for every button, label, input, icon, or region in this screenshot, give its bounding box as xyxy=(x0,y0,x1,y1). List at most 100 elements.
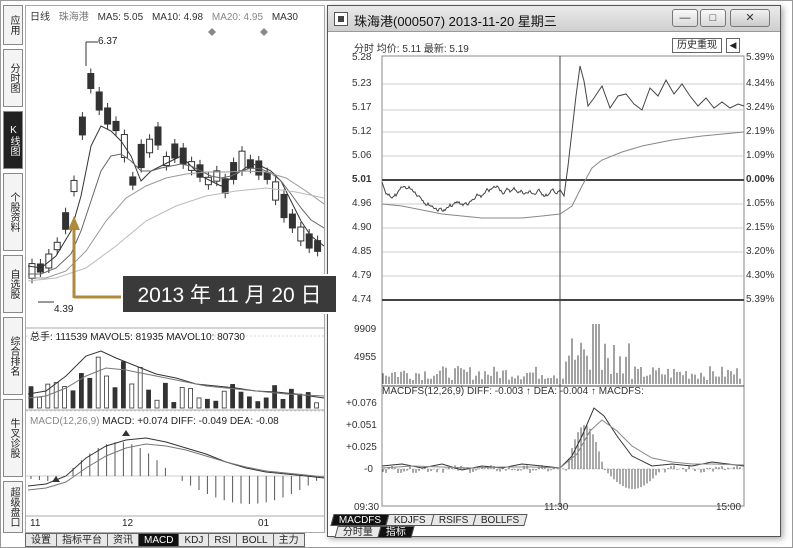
side-tab-profile[interactable]: 个股资料 xyxy=(3,173,23,251)
price-label: 4.85 xyxy=(352,246,372,257)
candle-body xyxy=(171,143,179,159)
volume-bar xyxy=(53,382,59,409)
tab-rsi[interactable]: RSI xyxy=(208,533,238,547)
bottom-tabs: 设置 指标平台 资讯 MACD KDJ RSI BOLL 主力 xyxy=(25,533,305,547)
avg-price: 均价: 5.11 xyxy=(376,44,422,55)
volume-bar xyxy=(196,397,202,409)
volume-bar xyxy=(129,383,135,409)
volume-bar xyxy=(171,402,177,409)
side-tab-kline[interactable]: K线图 xyxy=(3,111,23,169)
intraday-macd-group xyxy=(382,425,741,489)
side-tabs: 应用 分时图 K线图 个股资料 自选股 综合排名 牛叉诊股 超级盘口 xyxy=(3,5,23,533)
pct-label: 5.39% xyxy=(746,294,775,305)
x-label-01: 01 xyxy=(258,518,270,529)
side-tab-apps[interactable]: 应用 xyxy=(3,5,23,45)
candle-body xyxy=(263,172,271,180)
time-label-open: 09:30 xyxy=(354,502,380,513)
side-tab-timeshare[interactable]: 分时图 xyxy=(3,49,23,107)
macd-axis-label: +0.051 xyxy=(346,420,377,431)
intraday-label: 分时 xyxy=(354,44,374,55)
tab-intraday-volume[interactable]: 分时量 xyxy=(334,526,382,538)
volume-bar xyxy=(246,396,252,409)
tab-rsifs[interactable]: RSIFS xyxy=(430,514,477,526)
volume-bar xyxy=(87,377,93,409)
volume-bar xyxy=(146,389,151,409)
tab-macdfs[interactable]: MACDFS xyxy=(330,514,390,526)
ma30-label: MA30 xyxy=(271,12,298,23)
diff-value: DIFF: -0.049 xyxy=(170,416,228,427)
minimize-button[interactable]: — xyxy=(672,9,698,27)
tab-settings[interactable]: 设置 xyxy=(25,533,57,547)
pct-label: 4.30% xyxy=(746,270,775,281)
intraday-chart-area: 分时 均价: 5.11 最新: 5.19 历史重现 ◀ xyxy=(330,36,776,538)
pct-label: 3.24% xyxy=(746,102,775,113)
maximize-button[interactable]: □ xyxy=(700,9,726,27)
kline-header: 日线 珠海港 MA5: 5.05 MA10: 4.98 MA20: 4.95 M… xyxy=(30,8,304,23)
candle-body xyxy=(45,253,53,269)
volume-bar xyxy=(297,393,303,409)
volume-bar xyxy=(213,400,219,409)
candle-body xyxy=(129,176,137,186)
candle-body xyxy=(70,179,78,193)
candle-body xyxy=(95,91,103,111)
window-sub-tabs: 分时量 指标 xyxy=(334,526,415,538)
tab-indicator-platform[interactable]: 指标平台 xyxy=(56,533,108,547)
tab-kdj[interactable]: KDJ xyxy=(178,533,210,547)
candle-body xyxy=(87,73,95,89)
volume-bar xyxy=(95,356,101,409)
macd-name: MACD(12,26,9) xyxy=(30,416,100,427)
side-tab-diagnose[interactable]: 牛叉诊股 xyxy=(3,399,23,477)
intraday-svg xyxy=(381,55,745,507)
tab-macd[interactable]: MACD xyxy=(138,533,180,547)
candle-body xyxy=(62,212,70,230)
candle-body xyxy=(255,160,263,176)
close-button[interactable]: ✕ xyxy=(730,9,770,27)
candle-body xyxy=(154,126,162,146)
dea-value: DEA: -0.08 xyxy=(229,416,279,427)
x-label-11: 11 xyxy=(30,518,41,529)
candle-body xyxy=(213,170,221,182)
low-price-label: 4.39 xyxy=(54,304,74,315)
price-label: 5.28 xyxy=(352,52,372,63)
intraday-volume-group xyxy=(382,324,741,384)
price-line xyxy=(381,65,745,213)
price-label: 5.23 xyxy=(352,78,372,89)
macd-axis-label: -0 xyxy=(364,464,373,475)
tab-bollfs[interactable]: BOLLFS xyxy=(472,514,529,526)
window-indicator-tabs: MACDFS KDJFS RSIFS BOLLFS xyxy=(330,514,529,526)
intraday-header: 分时 均价: 5.11 最新: 5.19 xyxy=(354,40,469,55)
volume-label: 9909 xyxy=(354,324,377,335)
volume-bar xyxy=(230,384,236,409)
side-tab-watchlist[interactable]: 自选股 xyxy=(3,255,23,313)
macd-value: MACD: +0.074 xyxy=(102,416,169,427)
macd-axis-label: +0.025 xyxy=(346,442,377,453)
tab-boll[interactable]: BOLL xyxy=(236,533,274,547)
back-arrow-icon[interactable]: ◀ xyxy=(726,38,740,53)
volume-bar xyxy=(179,387,185,409)
pct-label: 4.34% xyxy=(746,78,775,89)
tab-main-force[interactable]: 主力 xyxy=(272,533,305,547)
tab-news[interactable]: 资讯 xyxy=(107,533,139,547)
pct-label-zero: 0.00% xyxy=(746,174,775,185)
candle-body xyxy=(272,181,280,201)
volume-bar xyxy=(36,396,42,409)
high-price-label: 6.37 xyxy=(98,36,118,47)
intraday-window[interactable]: 珠海港(000507) 2013-11-20 星期三 — □ ✕ 分时 均价: … xyxy=(327,5,781,538)
window-titlebar[interactable]: 珠海港(000507) 2013-11-20 星期三 — □ ✕ xyxy=(328,6,780,32)
side-tab-level2[interactable]: 超级盘口 xyxy=(3,481,23,533)
volume-bar xyxy=(188,388,194,409)
kline-chart-panel[interactable]: 日线 珠海港 MA5: 5.05 MA10: 4.98 MA20: 4.95 M… xyxy=(25,5,325,533)
candle-body xyxy=(78,116,86,136)
history-replay-button[interactable]: 历史重现 xyxy=(672,38,722,53)
stock-name: 珠海港 xyxy=(58,12,89,23)
candle-body xyxy=(238,150,246,172)
pct-label: 3.20% xyxy=(746,246,775,257)
ma20-label: MA20: 4.95 xyxy=(211,12,264,23)
volume-bar xyxy=(280,398,286,409)
price-label-prevclose: 5.01 xyxy=(352,174,372,185)
side-tab-ranking[interactable]: 综合排名 xyxy=(3,317,23,395)
price-label: 5.12 xyxy=(352,126,372,137)
volume-bar xyxy=(104,375,109,409)
tab-indicator[interactable]: 指标 xyxy=(377,526,415,538)
tab-kdjfs[interactable]: KDJFS xyxy=(385,514,435,526)
